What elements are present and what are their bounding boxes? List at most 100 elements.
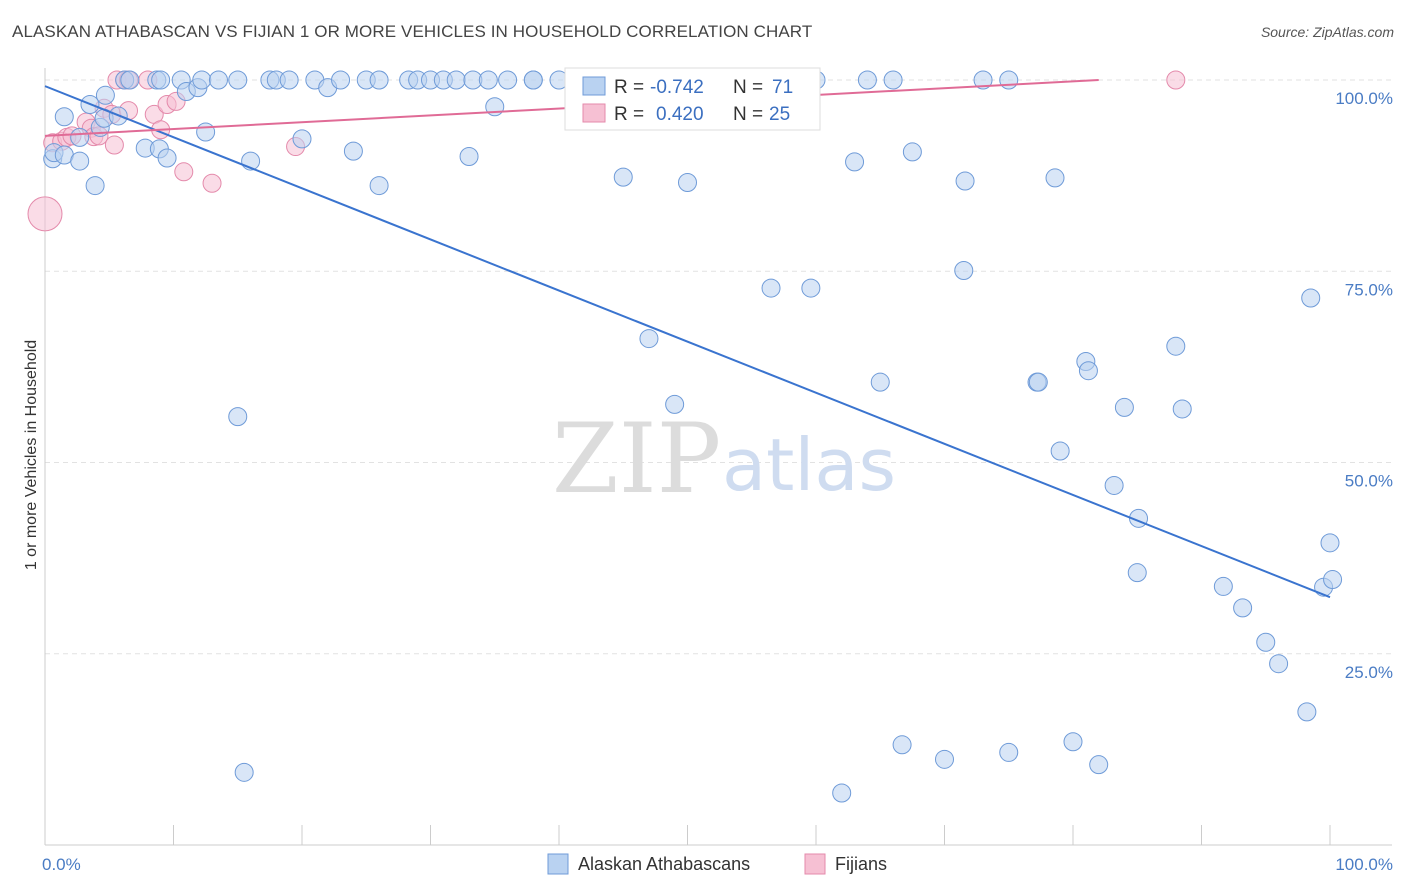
fijian-point-21 [174,162,194,182]
athabascan-point-92 [1045,168,1065,188]
athabascan-point-94 [935,749,954,769]
athabascan-point-91 [1323,570,1343,590]
fijian-point-24 [1166,70,1186,90]
athabascan-point-30 [292,129,312,149]
athabascan-point-4 [70,127,90,147]
athabascan-point-89 [1297,702,1317,722]
chart-source: Source: ZipAtlas.com [1260,24,1394,40]
athabascan-point-80 [1127,563,1147,583]
athabascan-point-54 [228,407,248,427]
legend-r-label-2: R = [614,104,644,125]
x-tick-labels: 0.0% 100.0% [42,855,1393,874]
athabascan-point-29 [279,70,299,90]
chart-title: ALASKAN ATHABASCAN VS FIJIAN 1 OR MORE V… [12,22,813,41]
bottom-legend-athabascans: Alaskan Athabascans [578,854,750,874]
legend-n-label-1: N = [733,77,763,98]
athabascan-point-97 [1089,755,1109,775]
x-tick-label-0: 0.0% [42,855,81,874]
legend-swatch-blue [582,76,606,96]
athabascan-point-71 [801,278,821,298]
athabascan-point-66 [902,142,922,162]
athabascan-trend-line [44,85,1331,599]
athabascan-point-33 [331,70,351,90]
athabascan-point-69 [955,171,975,191]
athabascan-point-56 [639,329,659,349]
athabascan-point-85 [1256,632,1276,652]
athabascan-point-22 [192,70,212,90]
fijian-point-11 [104,135,124,155]
athabascan-point-62 [845,152,865,172]
bottom-legend-swatch-blue [547,853,569,875]
athabascan-point-67 [973,70,993,90]
fijian-point-0 [27,196,63,232]
athabascan-point-78 [1104,475,1124,495]
athabascan-point-24 [208,70,228,90]
athabascan-point-73 [1028,372,1048,392]
athabascan-point-7 [85,176,105,196]
athabascan-point-43 [478,70,498,90]
trend-lines [44,79,1331,599]
athabascan-point-50 [613,167,633,187]
athabascan-point-44 [498,70,518,90]
athabascan-point-41 [446,70,466,90]
athabascan-point-17 [151,70,171,90]
athabascan-point-65 [883,70,903,90]
legend-swatch-pink [582,103,606,123]
athabascan-point-60 [761,278,781,298]
correlation-legend: R = -0.742 N = 71 R = 0.420 N = 25 [564,67,821,131]
bottom-legend-fijians: Fijians [835,854,887,874]
y-axis-label: 1 or more Vehicles in Household [23,340,40,570]
athabascan-point-76 [1114,397,1134,417]
athabascan-point-47 [369,70,389,90]
legend-r-value-2: 0.420 [656,104,704,125]
watermark-atlas: atlas [722,423,896,507]
athabascan-point-58 [678,173,697,193]
legend-n-value-1: 71 [772,77,793,98]
athabascan-point-75 [1078,361,1098,381]
athabascan-point-25 [228,70,248,90]
athabascan-point-5 [70,151,90,171]
athabascan-point-10 [95,85,115,105]
athabascan-point-86 [1269,654,1289,674]
athabascan-point-63 [857,70,877,90]
athabascan-point-36 [369,176,389,196]
athabascan-point-34 [343,141,363,161]
athabascan-point-87 [1301,288,1321,308]
athabascan-point-95 [999,742,1019,762]
athabascan-point-96 [1063,732,1083,752]
y-tick-label-0: 25.0% [1345,663,1393,682]
athabascan-point-68 [999,70,1019,90]
bottom-legend-swatch-pink [804,853,826,875]
athabascan-point-81 [1166,336,1186,356]
legend-r-label-1: R = [614,77,644,98]
athabascan-points [43,70,1343,803]
athabascan-point-83 [1213,576,1233,596]
y-tick-label-3: 100.0% [1335,89,1393,108]
series-legend: Alaskan Athabascans Fijians [547,853,887,875]
athabascan-point-57 [665,394,685,414]
athabascan-point-2 [54,107,74,127]
x-tick-label-1: 100.0% [1335,855,1393,874]
athabascan-point-48 [459,147,479,166]
athabascan-point-90 [1320,533,1340,553]
athabascan-point-55 [234,762,254,782]
y-tick-labels: 25.0% 50.0% 75.0% 100.0% [1335,89,1393,682]
athabascan-point-77 [1050,441,1070,461]
watermark: ZIP atlas [552,403,896,515]
legend-r-value-1: -0.742 [650,77,704,98]
athabascan-point-98 [832,783,852,803]
legend-n-value-2: 25 [769,104,790,125]
y-tick-label-2: 75.0% [1345,280,1393,299]
watermark-zip: ZIP [552,403,721,515]
athabascan-point-72 [954,260,974,280]
athabascan-point-53 [523,70,543,90]
athabascan-point-64 [870,372,890,392]
athabascan-point-19 [157,148,177,168]
athabascan-point-13 [120,70,140,90]
athabascan-point-23 [196,122,216,142]
athabascan-point-84 [1233,598,1253,618]
athabascan-point-82 [1172,399,1192,419]
y-tick-label-1: 50.0% [1345,472,1393,491]
athabascan-point-93 [892,735,912,755]
